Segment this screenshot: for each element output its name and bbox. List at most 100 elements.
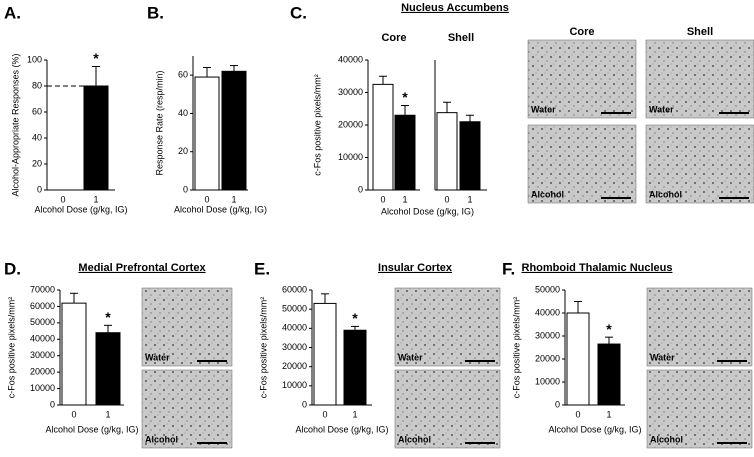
y-tick-label: 20000 (282, 361, 307, 371)
panel-letter: D. (4, 259, 21, 278)
y-tick-label: 60000 (30, 301, 55, 311)
bar (459, 121, 481, 191)
bar (221, 70, 247, 191)
x-tick-label: 1 (352, 409, 357, 419)
y-tick-label: 60 (178, 70, 188, 80)
panel-letter: F. (502, 259, 515, 278)
bar (597, 343, 621, 406)
micrograph-label: Water (531, 104, 556, 114)
significance-marker: * (105, 309, 111, 325)
y-tick-label: 10000 (30, 383, 55, 393)
y-tick-label: 20000 (30, 367, 55, 377)
micrograph-label: Alcohol (649, 189, 682, 199)
x-axis-label: Alcohol Dose (g/kg, IG) (45, 424, 138, 434)
y-axis-label: c-Fos positive pixels/mm² (6, 297, 16, 399)
image-column-label: Shell (687, 26, 713, 38)
group-label: Shell (448, 32, 474, 44)
y-tick-label: 20 (32, 158, 42, 168)
y-tick-label: 0 (183, 184, 188, 194)
y-tick-label: 20000 (535, 353, 560, 363)
micrograph (527, 39, 637, 119)
micrograph-label: Water (649, 104, 674, 114)
y-axis-label: Response Rate (resp/min) (154, 70, 164, 175)
x-tick-label: 0 (204, 194, 209, 204)
micrograph (646, 287, 753, 367)
y-tick-label: 30000 (30, 350, 55, 360)
y-tick-label: 40 (32, 132, 42, 142)
y-tick-label: 100 (27, 54, 42, 64)
bar (394, 114, 416, 191)
y-tick-label: 30000 (338, 87, 363, 97)
y-tick-label: 10000 (338, 152, 363, 162)
y-tick-label: 70000 (30, 284, 55, 294)
y-tick-label: 60000 (282, 284, 307, 294)
y-tick-label: 0 (555, 399, 560, 409)
x-tick-label: 0 (322, 409, 327, 419)
x-tick-label: 1 (467, 194, 472, 204)
significance-marker: * (402, 89, 408, 105)
y-tick-label: 0 (358, 184, 363, 194)
y-tick-label: 60 (32, 106, 42, 116)
significance-marker: * (606, 321, 612, 337)
bar (436, 112, 458, 191)
micrograph (645, 124, 754, 204)
y-tick-label: 50000 (30, 317, 55, 327)
x-axis-label: Alcohol Dose (g/kg, IG) (381, 206, 474, 216)
x-tick-label: 1 (402, 194, 407, 204)
y-tick-label: 50000 (535, 284, 560, 294)
micrograph (141, 369, 233, 449)
micrograph (394, 287, 501, 367)
bar (61, 302, 87, 406)
y-tick-label: 40 (178, 108, 188, 118)
micrograph-label: Water (650, 352, 675, 362)
x-tick-label: 0 (444, 194, 449, 204)
bar (313, 302, 337, 406)
significance-marker: * (352, 310, 358, 326)
micrograph (394, 369, 501, 449)
panel-title: Insular Cortex (378, 262, 453, 274)
panel-letter: A. (4, 3, 21, 22)
y-tick-label: 40000 (535, 307, 560, 317)
bar (343, 329, 367, 406)
bar (194, 76, 220, 191)
micrograph-label: Alcohol (650, 434, 683, 444)
micrograph-label: Alcohol (145, 434, 178, 444)
panel-letter: B. (147, 3, 164, 22)
x-tick-label: 0 (575, 409, 580, 419)
x-axis-label: Alcohol Dose (g/kg, IG) (34, 204, 127, 214)
micrograph-label: Water (398, 352, 423, 362)
y-tick-label: 20 (178, 146, 188, 156)
y-tick-label: 30000 (282, 342, 307, 352)
y-tick-label: 40000 (282, 323, 307, 333)
y-axis-label: c-Fos positive pixels/mm² (258, 297, 268, 399)
panel-letter: E. (254, 259, 270, 278)
y-tick-label: 40000 (30, 334, 55, 344)
micrograph-label: Alcohol (531, 189, 564, 199)
bar (372, 83, 394, 191)
y-tick-label: 0 (50, 399, 55, 409)
x-axis-label: Alcohol Dose (g/kg, IG) (548, 424, 641, 434)
y-tick-label: 20000 (338, 119, 363, 129)
y-tick-label: 50000 (282, 304, 307, 314)
x-tick-label: 1 (105, 409, 110, 419)
y-tick-label: 10000 (282, 380, 307, 390)
micrograph (527, 124, 637, 204)
y-tick-label: 0 (302, 399, 307, 409)
x-axis-label: Alcohol Dose (g/kg, IG) (295, 424, 388, 434)
micrograph (646, 369, 753, 449)
micrograph-label: Water (145, 352, 170, 362)
micrograph (645, 39, 754, 119)
bar (95, 332, 121, 406)
y-tick-label: 40000 (338, 54, 363, 64)
y-tick-label: 80 (32, 80, 42, 90)
panel-letter: C. (290, 3, 307, 22)
bar (83, 85, 109, 191)
micrograph-label: Alcohol (398, 434, 431, 444)
x-tick-label: 0 (71, 409, 76, 419)
panel-title: Nucleus Accumbens (401, 2, 509, 14)
micrograph (141, 287, 233, 367)
x-tick-label: 0 (60, 194, 65, 204)
image-column-label: Core (569, 26, 594, 38)
y-tick-label: 10000 (535, 376, 560, 386)
